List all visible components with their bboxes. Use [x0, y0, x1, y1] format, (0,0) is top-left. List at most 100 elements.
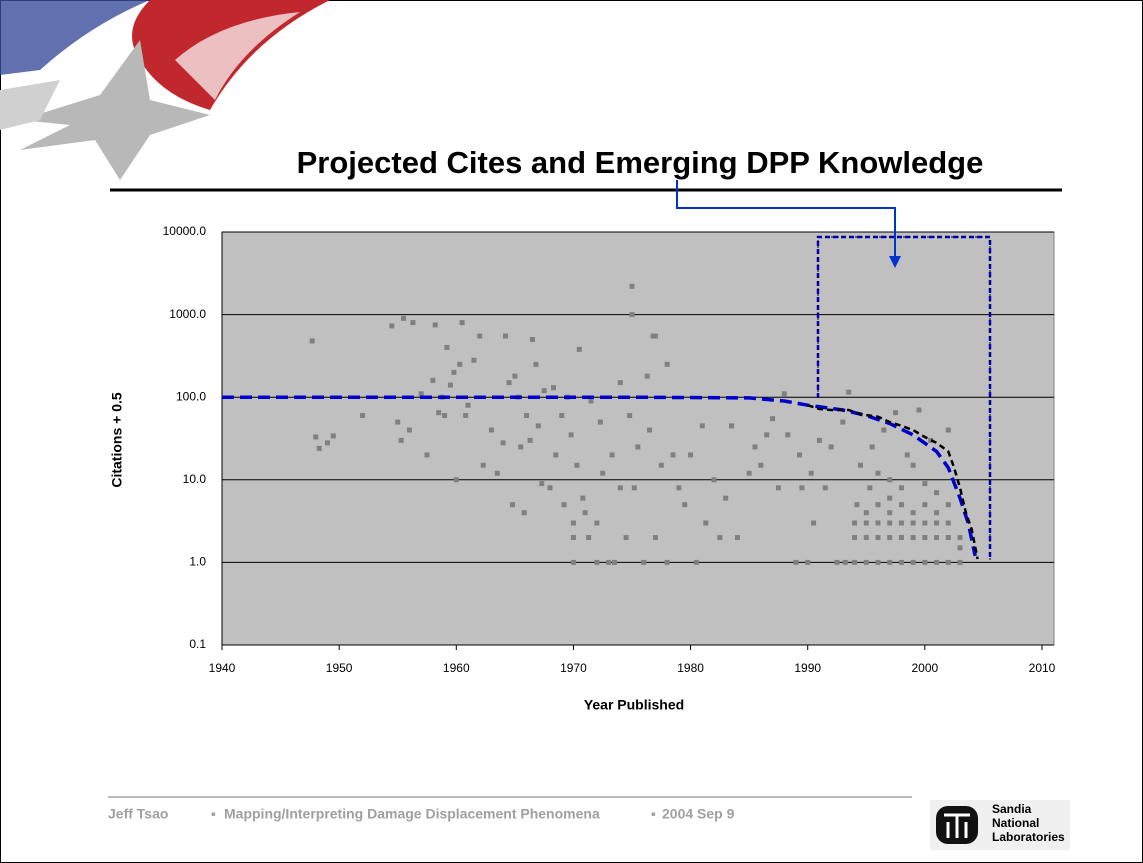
chart-title: Projected Cites and Emerging DPP Knowled… [297, 145, 984, 180]
point [576, 346, 582, 352]
point [898, 559, 904, 565]
point [436, 410, 442, 416]
x-axis-title: Year Published [584, 697, 684, 713]
footer-bullet: ▪ [211, 806, 216, 822]
point [893, 410, 899, 416]
point [527, 437, 533, 443]
point [424, 452, 430, 458]
point [734, 535, 740, 541]
point [447, 382, 453, 388]
point [559, 413, 565, 419]
x-tick-label: 2010 [1029, 661, 1056, 675]
point [852, 535, 858, 541]
point [406, 427, 412, 433]
point [846, 389, 852, 395]
point [910, 535, 916, 541]
point [586, 535, 592, 541]
point [644, 373, 650, 379]
point [922, 520, 928, 526]
point [945, 559, 951, 565]
point [922, 502, 928, 508]
point [934, 490, 940, 496]
point [887, 495, 893, 501]
point [842, 559, 848, 565]
point [793, 559, 799, 565]
point [854, 502, 860, 508]
point [451, 369, 457, 375]
point [617, 380, 623, 386]
point [627, 413, 633, 419]
point [418, 391, 424, 397]
y-axis-title: Citations + 0.5 [109, 392, 125, 488]
point [594, 520, 600, 526]
point [444, 344, 450, 350]
point [561, 502, 567, 508]
point [703, 520, 709, 526]
y-tick-label: 1.0 [189, 555, 206, 569]
point [570, 520, 576, 526]
point [863, 535, 869, 541]
point [898, 485, 904, 491]
point [457, 361, 463, 367]
point [863, 559, 869, 565]
point [600, 470, 606, 476]
point [904, 452, 910, 458]
point [875, 520, 881, 526]
point [688, 452, 694, 458]
point [957, 559, 963, 565]
point [916, 407, 922, 413]
footer-talk: Mapping/Interpreting Damage Displacement… [224, 806, 600, 822]
point [764, 432, 770, 438]
point [580, 495, 586, 501]
point [910, 520, 916, 526]
point [512, 373, 518, 379]
point [652, 535, 658, 541]
point [551, 385, 557, 391]
point [594, 559, 600, 565]
point [822, 485, 828, 491]
point [533, 361, 539, 367]
point [785, 432, 791, 438]
point [477, 333, 483, 339]
point [652, 333, 658, 339]
y-tick-label: 10.0 [183, 472, 207, 486]
point [547, 485, 553, 491]
point [588, 398, 594, 404]
point [568, 432, 574, 438]
point [887, 477, 893, 483]
point [816, 437, 822, 443]
point [934, 510, 940, 516]
point [693, 559, 699, 565]
point [570, 559, 576, 565]
point [852, 559, 858, 565]
trend-line [222, 395, 977, 557]
point [658, 462, 664, 468]
point [729, 423, 735, 429]
flag-decoration [0, 0, 330, 180]
point [676, 485, 682, 491]
point [430, 377, 436, 383]
point [432, 322, 438, 328]
point [811, 520, 817, 526]
point [808, 470, 814, 476]
point [324, 440, 330, 446]
point [752, 444, 758, 450]
x-tick-label: 1990 [794, 661, 821, 675]
point [867, 485, 873, 491]
point [781, 391, 787, 397]
point [442, 413, 448, 419]
point [717, 535, 723, 541]
point [389, 323, 395, 329]
x-tick-label: 2000 [912, 661, 939, 675]
point [875, 559, 881, 565]
point [934, 559, 940, 565]
logo-line: National [992, 816, 1039, 830]
point [488, 427, 494, 433]
point [840, 419, 846, 425]
point [834, 559, 840, 565]
point [934, 535, 940, 541]
point [922, 481, 928, 487]
point [887, 520, 893, 526]
window-box [816, 235, 992, 560]
point [746, 470, 752, 476]
